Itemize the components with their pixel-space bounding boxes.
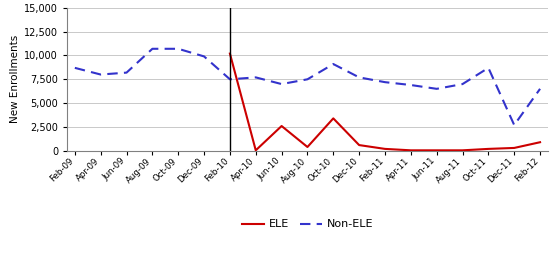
Non-ELE bbox=[201, 55, 207, 58]
ELE bbox=[226, 52, 233, 55]
Line: Non-ELE: Non-ELE bbox=[75, 49, 540, 125]
ELE bbox=[356, 144, 362, 147]
Non-ELE bbox=[511, 124, 518, 127]
Non-ELE bbox=[226, 78, 233, 81]
Non-ELE bbox=[330, 62, 337, 66]
Non-ELE bbox=[459, 82, 466, 86]
ELE bbox=[408, 149, 414, 152]
ELE bbox=[511, 146, 518, 150]
Non-ELE bbox=[149, 47, 156, 50]
Non-ELE bbox=[356, 76, 362, 79]
Non-ELE bbox=[175, 47, 182, 50]
ELE bbox=[382, 147, 389, 151]
Non-ELE bbox=[382, 81, 389, 84]
ELE bbox=[485, 147, 492, 151]
Non-ELE bbox=[123, 71, 130, 74]
Non-ELE bbox=[485, 66, 492, 69]
Non-ELE bbox=[278, 82, 285, 86]
Line: ELE: ELE bbox=[230, 54, 540, 150]
ELE bbox=[330, 117, 337, 120]
Non-ELE bbox=[72, 66, 78, 69]
Non-ELE bbox=[253, 76, 259, 79]
ELE bbox=[459, 149, 466, 152]
ELE bbox=[433, 149, 440, 152]
Non-ELE bbox=[304, 78, 311, 81]
Non-ELE bbox=[537, 87, 543, 90]
ELE bbox=[537, 141, 543, 144]
Y-axis label: New Enrollments: New Enrollments bbox=[10, 35, 20, 124]
Non-ELE bbox=[433, 87, 440, 90]
ELE bbox=[304, 145, 311, 148]
Non-ELE bbox=[97, 73, 104, 76]
ELE bbox=[278, 125, 285, 128]
Legend: ELE, Non-ELE: ELE, Non-ELE bbox=[238, 215, 377, 234]
Non-ELE bbox=[408, 83, 414, 87]
ELE bbox=[253, 149, 259, 152]
